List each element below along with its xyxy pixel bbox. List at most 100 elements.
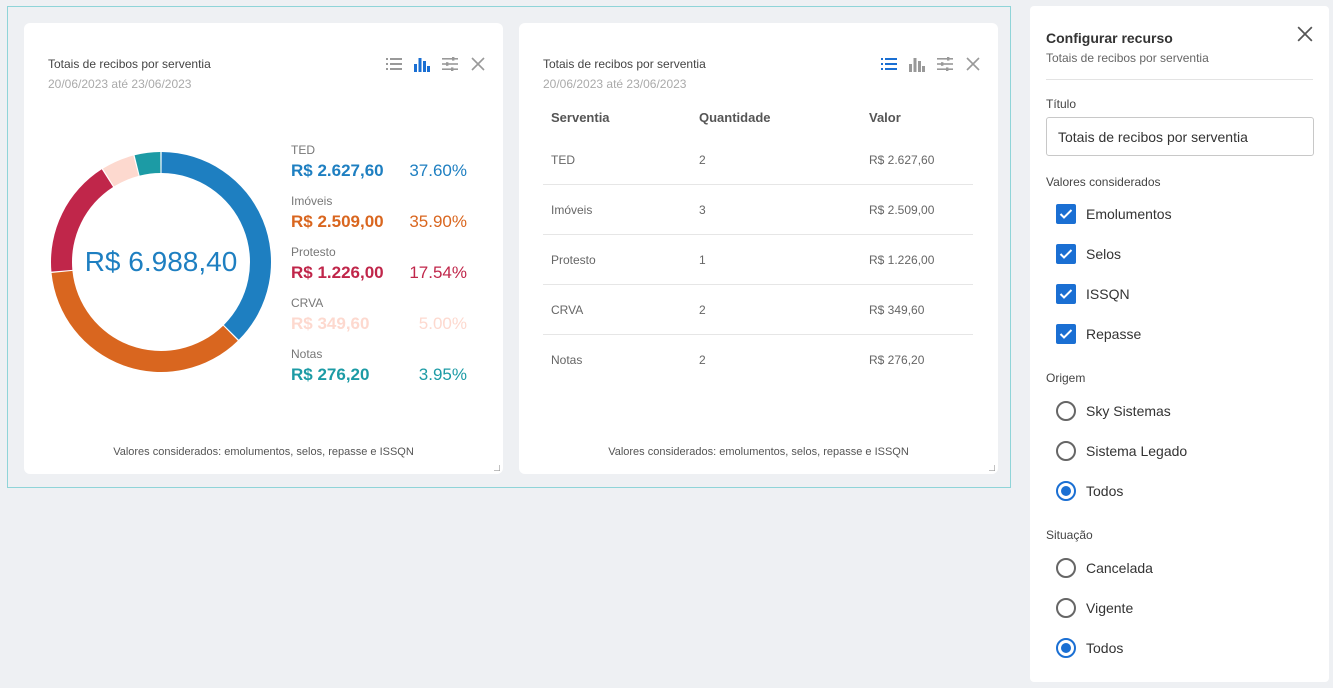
- legend-item-ted: TED R$ 2.627,60 37.60%: [291, 143, 491, 194]
- list-view-icon[interactable]: [385, 55, 403, 73]
- checkbox-checked-icon[interactable]: [1056, 324, 1076, 344]
- table-row: Protesto 1 R$ 1.226,00: [543, 234, 973, 285]
- table-cell: R$ 276,20: [869, 352, 925, 367]
- radio-button-selected[interactable]: [1056, 481, 1076, 501]
- legend-value: R$ 349,60: [291, 314, 370, 333]
- widget-card-chart[interactable]: Totais de recibos por serventia 20/06/20…: [24, 23, 503, 474]
- table-cell: R$ 2.509,00: [861, 184, 973, 235]
- values-section-label: Valores considerados: [1046, 175, 1161, 189]
- table-cell: 1: [691, 234, 861, 285]
- widget-footer: Valores considerados: emolumentos, selos…: [608, 446, 909, 458]
- bar-chart-icon[interactable]: [413, 55, 431, 73]
- widget-toolbar: [385, 55, 487, 73]
- radio-situacao-vigente[interactable]: Vigente: [1056, 596, 1133, 620]
- radio-situacao-todos[interactable]: Todos: [1056, 636, 1123, 660]
- panel-subtitle: Totais de recibos por serventia: [1046, 51, 1209, 65]
- dashboard-canvas: Totais de recibos por serventia 20/06/20…: [7, 6, 1011, 488]
- radio-origem-todos[interactable]: Todos: [1056, 479, 1123, 503]
- table-cell: R$ 2.627,60: [861, 135, 973, 185]
- title-field-label: Título: [1046, 97, 1077, 111]
- widget-date-range: 20/06/2023 até 23/06/2023: [48, 77, 192, 91]
- resize-handle-icon[interactable]: [989, 465, 995, 471]
- chart-legend: TED R$ 2.627,60 37.60% Imóveis R$ 2.509,…: [291, 143, 491, 398]
- table-cell: 2: [691, 135, 861, 185]
- radio-situacao-cancelada[interactable]: Cancelada: [1056, 556, 1153, 580]
- radio-button-selected[interactable]: [1056, 638, 1076, 658]
- checkbox-repasse[interactable]: Repasse: [1056, 322, 1141, 346]
- checkbox-checked-icon[interactable]: [1056, 284, 1076, 304]
- divider: [1046, 79, 1313, 80]
- widget-toolbar: [880, 55, 982, 73]
- radio-label: Sistema Legado: [1086, 443, 1188, 459]
- table-cell: TED: [543, 135, 691, 185]
- donut-slice-notas[interactable]: [134, 152, 161, 176]
- table-row: Notas 2 R$ 276,20: [543, 335, 973, 385]
- donut-slice-imveis[interactable]: [51, 270, 238, 372]
- settings-sliders-icon[interactable]: [936, 55, 954, 73]
- legend-item-crva: CRVA R$ 349,60 5.00%: [291, 296, 491, 347]
- checkbox-checked-icon[interactable]: [1056, 204, 1076, 224]
- table-row: CRVA 2 R$ 349,60: [543, 284, 973, 335]
- close-icon[interactable]: [469, 55, 487, 73]
- donut-chart: [51, 152, 271, 372]
- checkbox-issqn[interactable]: ISSQN: [1056, 282, 1130, 306]
- data-table: Serventia Quantidade Valor TED 2 R$ 2.62…: [543, 99, 973, 384]
- table-row: Imóveis 3 R$ 2.509,00: [543, 184, 973, 235]
- close-icon[interactable]: [964, 55, 982, 73]
- config-panel: Configurar recurso Totais de recibos por…: [1030, 6, 1329, 682]
- legend-percent: 35.90%: [409, 212, 467, 231]
- legend-value: R$ 1.226,00: [291, 263, 384, 282]
- widget-title: Totais de recibos por serventia: [48, 57, 211, 71]
- widget-card-table[interactable]: Totais de recibos por serventia 20/06/20…: [519, 23, 998, 474]
- legend-value: R$ 2.627,60: [291, 161, 384, 180]
- column-header: Serventia: [551, 109, 610, 125]
- donut-slice-ted[interactable]: [161, 152, 271, 340]
- legend-percent: 5.00%: [418, 314, 467, 333]
- legend-name: Imóveis: [291, 194, 333, 208]
- table-cell: CRVA: [543, 284, 691, 335]
- radio-origem-sky-sistemas[interactable]: Sky Sistemas: [1056, 399, 1171, 423]
- radio-origem-sistema-legado[interactable]: Sistema Legado: [1056, 439, 1187, 463]
- table-cell: R$ 1.226,00: [861, 234, 973, 285]
- widget-footer: Valores considerados: emolumentos, selos…: [113, 446, 414, 458]
- legend-item-protesto: Protesto R$ 1.226,00 17.54%: [291, 245, 491, 296]
- legend-percent: 3.95%: [418, 365, 467, 384]
- radio-label: Cancelada: [1086, 560, 1153, 576]
- radio-button[interactable]: [1056, 558, 1076, 578]
- settings-sliders-icon[interactable]: [441, 55, 459, 73]
- radio-button[interactable]: [1056, 401, 1076, 421]
- table-cell: 2: [691, 284, 861, 335]
- legend-name: CRVA: [291, 296, 324, 310]
- column-header: Valor: [869, 109, 901, 125]
- checkbox-checked-icon[interactable]: [1056, 244, 1076, 264]
- table-row: TED 2 R$ 2.627,60: [543, 135, 973, 185]
- donut-total: R$ 6.988,40: [84, 246, 238, 277]
- table-cell: R$ 349,60: [861, 284, 973, 335]
- table-header-row: Serventia Quantidade Valor: [543, 99, 973, 135]
- legend-item-notas: Notas R$ 276,20 3.95%: [291, 347, 491, 398]
- list-view-icon[interactable]: [880, 55, 898, 73]
- widget-title: Totais de recibos por serventia: [543, 57, 706, 71]
- radio-button[interactable]: [1056, 441, 1076, 461]
- radio-label: Sky Sistemas: [1086, 403, 1171, 419]
- bar-chart-icon[interactable]: [908, 55, 926, 73]
- resize-handle-icon[interactable]: [494, 465, 500, 471]
- legend-name: Protesto: [291, 245, 336, 259]
- origin-section-label: Origem: [1046, 371, 1086, 385]
- close-icon[interactable]: [1297, 26, 1313, 42]
- table-cell: 3: [691, 184, 861, 235]
- legend-value: R$ 2.509,00: [291, 212, 384, 231]
- checkbox-label: Repasse: [1086, 326, 1142, 342]
- checkbox-emolumentos[interactable]: Emolumentos: [1056, 202, 1172, 226]
- donut-slice-crva[interactable]: [102, 155, 139, 187]
- legend-name: Notas: [291, 347, 323, 361]
- radio-label: Vigente: [1086, 600, 1134, 616]
- donut-slice-protesto[interactable]: [51, 169, 114, 272]
- checkbox-selos[interactable]: Selos: [1056, 242, 1121, 266]
- column-header: Quantidade: [699, 109, 771, 125]
- table-cell: 2: [699, 352, 706, 367]
- title-input[interactable]: [1046, 117, 1314, 156]
- checkbox-label: Selos: [1086, 246, 1122, 262]
- legend-name: TED: [291, 143, 315, 157]
- radio-button[interactable]: [1056, 598, 1076, 618]
